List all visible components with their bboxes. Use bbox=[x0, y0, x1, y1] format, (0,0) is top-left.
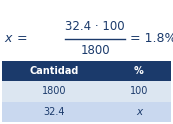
Bar bbox=[2, 61, 107, 81]
Text: 1800: 1800 bbox=[80, 45, 110, 58]
Text: $x\,=$: $x\,=$ bbox=[4, 31, 28, 45]
Bar bbox=[107, 81, 171, 102]
Text: 32.4 · 100: 32.4 · 100 bbox=[65, 20, 125, 33]
Text: 32.4: 32.4 bbox=[44, 107, 65, 117]
Bar bbox=[107, 61, 171, 81]
Text: x: x bbox=[136, 107, 142, 117]
Text: 100: 100 bbox=[130, 87, 148, 96]
Bar bbox=[2, 102, 107, 122]
Text: 1800: 1800 bbox=[42, 87, 67, 96]
Text: %: % bbox=[134, 66, 144, 76]
Text: = 1.8%: = 1.8% bbox=[130, 31, 173, 45]
Bar bbox=[107, 102, 171, 122]
Text: Cantidad: Cantidad bbox=[30, 66, 79, 76]
Bar bbox=[2, 81, 107, 102]
